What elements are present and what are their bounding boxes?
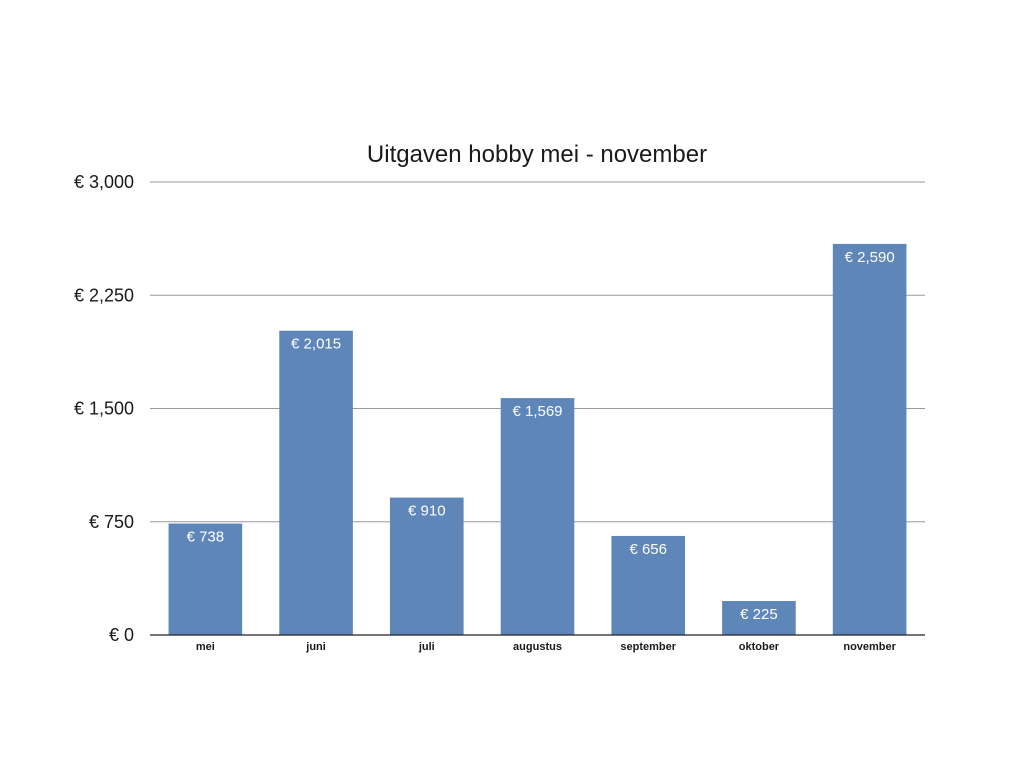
data-label: € 2,015 — [291, 336, 341, 353]
bar — [722, 601, 796, 635]
data-label: € 225 — [740, 606, 778, 623]
y-tick-label: € 1,500 — [74, 399, 134, 419]
y-tick-label: € 2,250 — [74, 285, 134, 305]
bar — [168, 523, 243, 635]
bar — [500, 398, 575, 635]
y-tick-label: € 750 — [89, 512, 134, 532]
bar — [279, 330, 353, 635]
data-labels: € 738 € 2,015 € 910 € 1,569 € 656 € 225 € 2,59… — [187, 249, 895, 623]
x-tick-label: september — [620, 641, 676, 653]
data-label: € 2,590 — [845, 249, 895, 266]
axes: € 0 € 750 € 1,500 € 2,250 € 3,000 mei juni juli… — [74, 172, 925, 653]
x-tick-label: juli — [418, 641, 435, 653]
bars — [168, 243, 907, 635]
data-label: € 656 — [629, 541, 667, 558]
x-tick-label: juni — [305, 641, 326, 653]
data-label: € 1,569 — [512, 403, 562, 420]
x-tick-label: oktober — [739, 641, 780, 653]
x-tick-label: november — [843, 641, 896, 653]
bar — [389, 497, 464, 635]
y-tick-label: € 3,000 — [74, 172, 134, 192]
data-label: € 738 — [187, 529, 225, 546]
x-tick-label: augustus — [513, 641, 562, 653]
bar — [832, 243, 907, 635]
chart-title: Uitgaven hobby mei - november — [367, 141, 707, 168]
bar — [611, 535, 686, 635]
data-label: € 910 — [408, 503, 446, 520]
x-tick-label: mei — [196, 641, 215, 653]
y-tick-label: € 0 — [109, 625, 134, 645]
